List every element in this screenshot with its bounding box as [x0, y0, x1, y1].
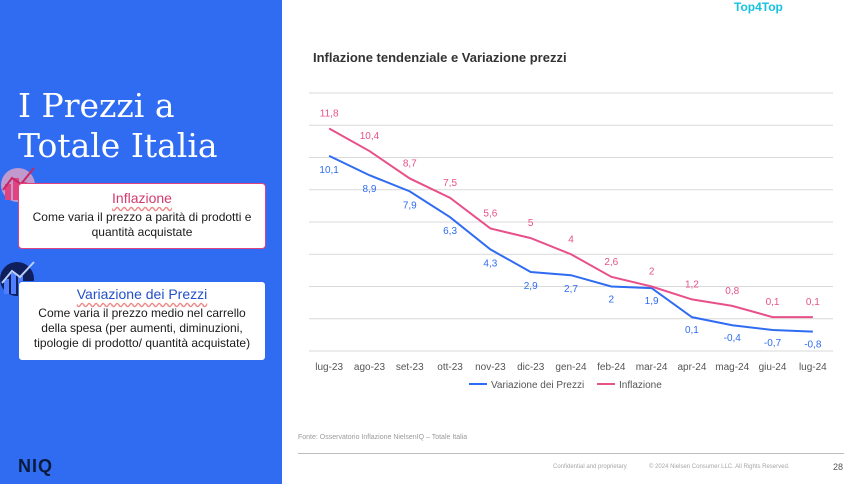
inflazione-card-title: Inflazione	[112, 190, 172, 206]
slide-title: I Prezzi a Totale Italia	[18, 86, 278, 166]
source-note: Fonte: Osservatorio Inflazione NielsenIQ…	[298, 434, 468, 441]
x-tick-label: dic-23	[517, 362, 545, 373]
x-tick-label: nov-23	[475, 362, 506, 373]
footer-confidential: Confidential and proprietary	[553, 464, 627, 470]
data-label: 2,6	[604, 257, 618, 268]
data-label: 4,3	[483, 258, 497, 269]
data-label: 8,7	[403, 158, 417, 169]
x-tick-label: set-23	[396, 362, 424, 373]
legend-label-0: Variazione dei Prezzi	[491, 380, 584, 391]
inflazione-card: Inflazione Come varia il prezzo a parità…	[18, 183, 266, 249]
slide-title-line-1: I Prezzi a	[18, 86, 175, 125]
data-label: 7,9	[403, 200, 417, 211]
footer-divider	[298, 453, 844, 454]
data-label: 0,1	[806, 297, 820, 308]
variazione-card-body: Come varia il prezzo medio nel carrello …	[33, 306, 251, 350]
series-line-1	[328, 127, 813, 319]
data-label: 2	[609, 295, 615, 306]
data-label: 7,5	[443, 178, 457, 189]
data-label: -0,8	[804, 340, 822, 351]
slide-title-line-2: Totale Italia	[18, 126, 218, 165]
data-label: 6,3	[443, 226, 457, 237]
x-tick-label: mar-24	[636, 362, 668, 373]
data-label: 0,1	[766, 297, 780, 308]
chart-title: Inflazione tendenziale e Variazione prez…	[313, 50, 567, 65]
data-label: 10,1	[319, 165, 339, 176]
x-tick-label: lug-24	[799, 362, 827, 373]
series-line-0	[328, 154, 813, 333]
x-tick-label: mag-24	[715, 362, 749, 373]
data-label: -0,4	[724, 333, 742, 344]
footer-copyright: © 2024 Nielsen Consumer LLC. All Rights …	[649, 464, 790, 470]
niq-logo: NIQ	[18, 456, 54, 476]
data-label: 2,9	[524, 281, 538, 292]
data-label: 10,4	[360, 131, 380, 142]
x-tick-label: ago-23	[354, 362, 386, 373]
variazione-card-title: Variazione dei Prezzi	[76, 286, 208, 302]
data-label: 2	[649, 267, 655, 278]
data-label: 4	[568, 234, 574, 245]
x-tick-label: lug-23	[315, 362, 343, 373]
page-number: 28	[833, 462, 844, 472]
data-label: -0,7	[764, 338, 782, 349]
data-label: 0,1	[685, 325, 699, 336]
data-label: 5,6	[483, 208, 497, 219]
legend-label-1: Inflazione	[619, 380, 662, 391]
data-label: 1,2	[685, 279, 699, 290]
brand-tag: Top4Top	[734, 0, 783, 14]
data-label: 8,9	[363, 184, 377, 195]
data-label: 1,9	[645, 296, 659, 307]
x-tick-label: apr-24	[677, 362, 706, 373]
data-label: 2,7	[564, 284, 578, 295]
data-label: 0,8	[725, 286, 739, 297]
inflazione-card-body: Come varia il prezzo a parità di prodott…	[32, 210, 252, 239]
x-tick-label: feb-24	[597, 362, 626, 373]
x-tick-label: giu-24	[759, 362, 787, 373]
variazione-card: Variazione dei Prezzi Come varia il prez…	[18, 281, 266, 361]
x-tick-label: ott-23	[437, 362, 463, 373]
data-label: 5	[528, 218, 534, 229]
data-label: 11,8	[320, 108, 339, 119]
x-tick-label: gen-24	[555, 362, 587, 373]
